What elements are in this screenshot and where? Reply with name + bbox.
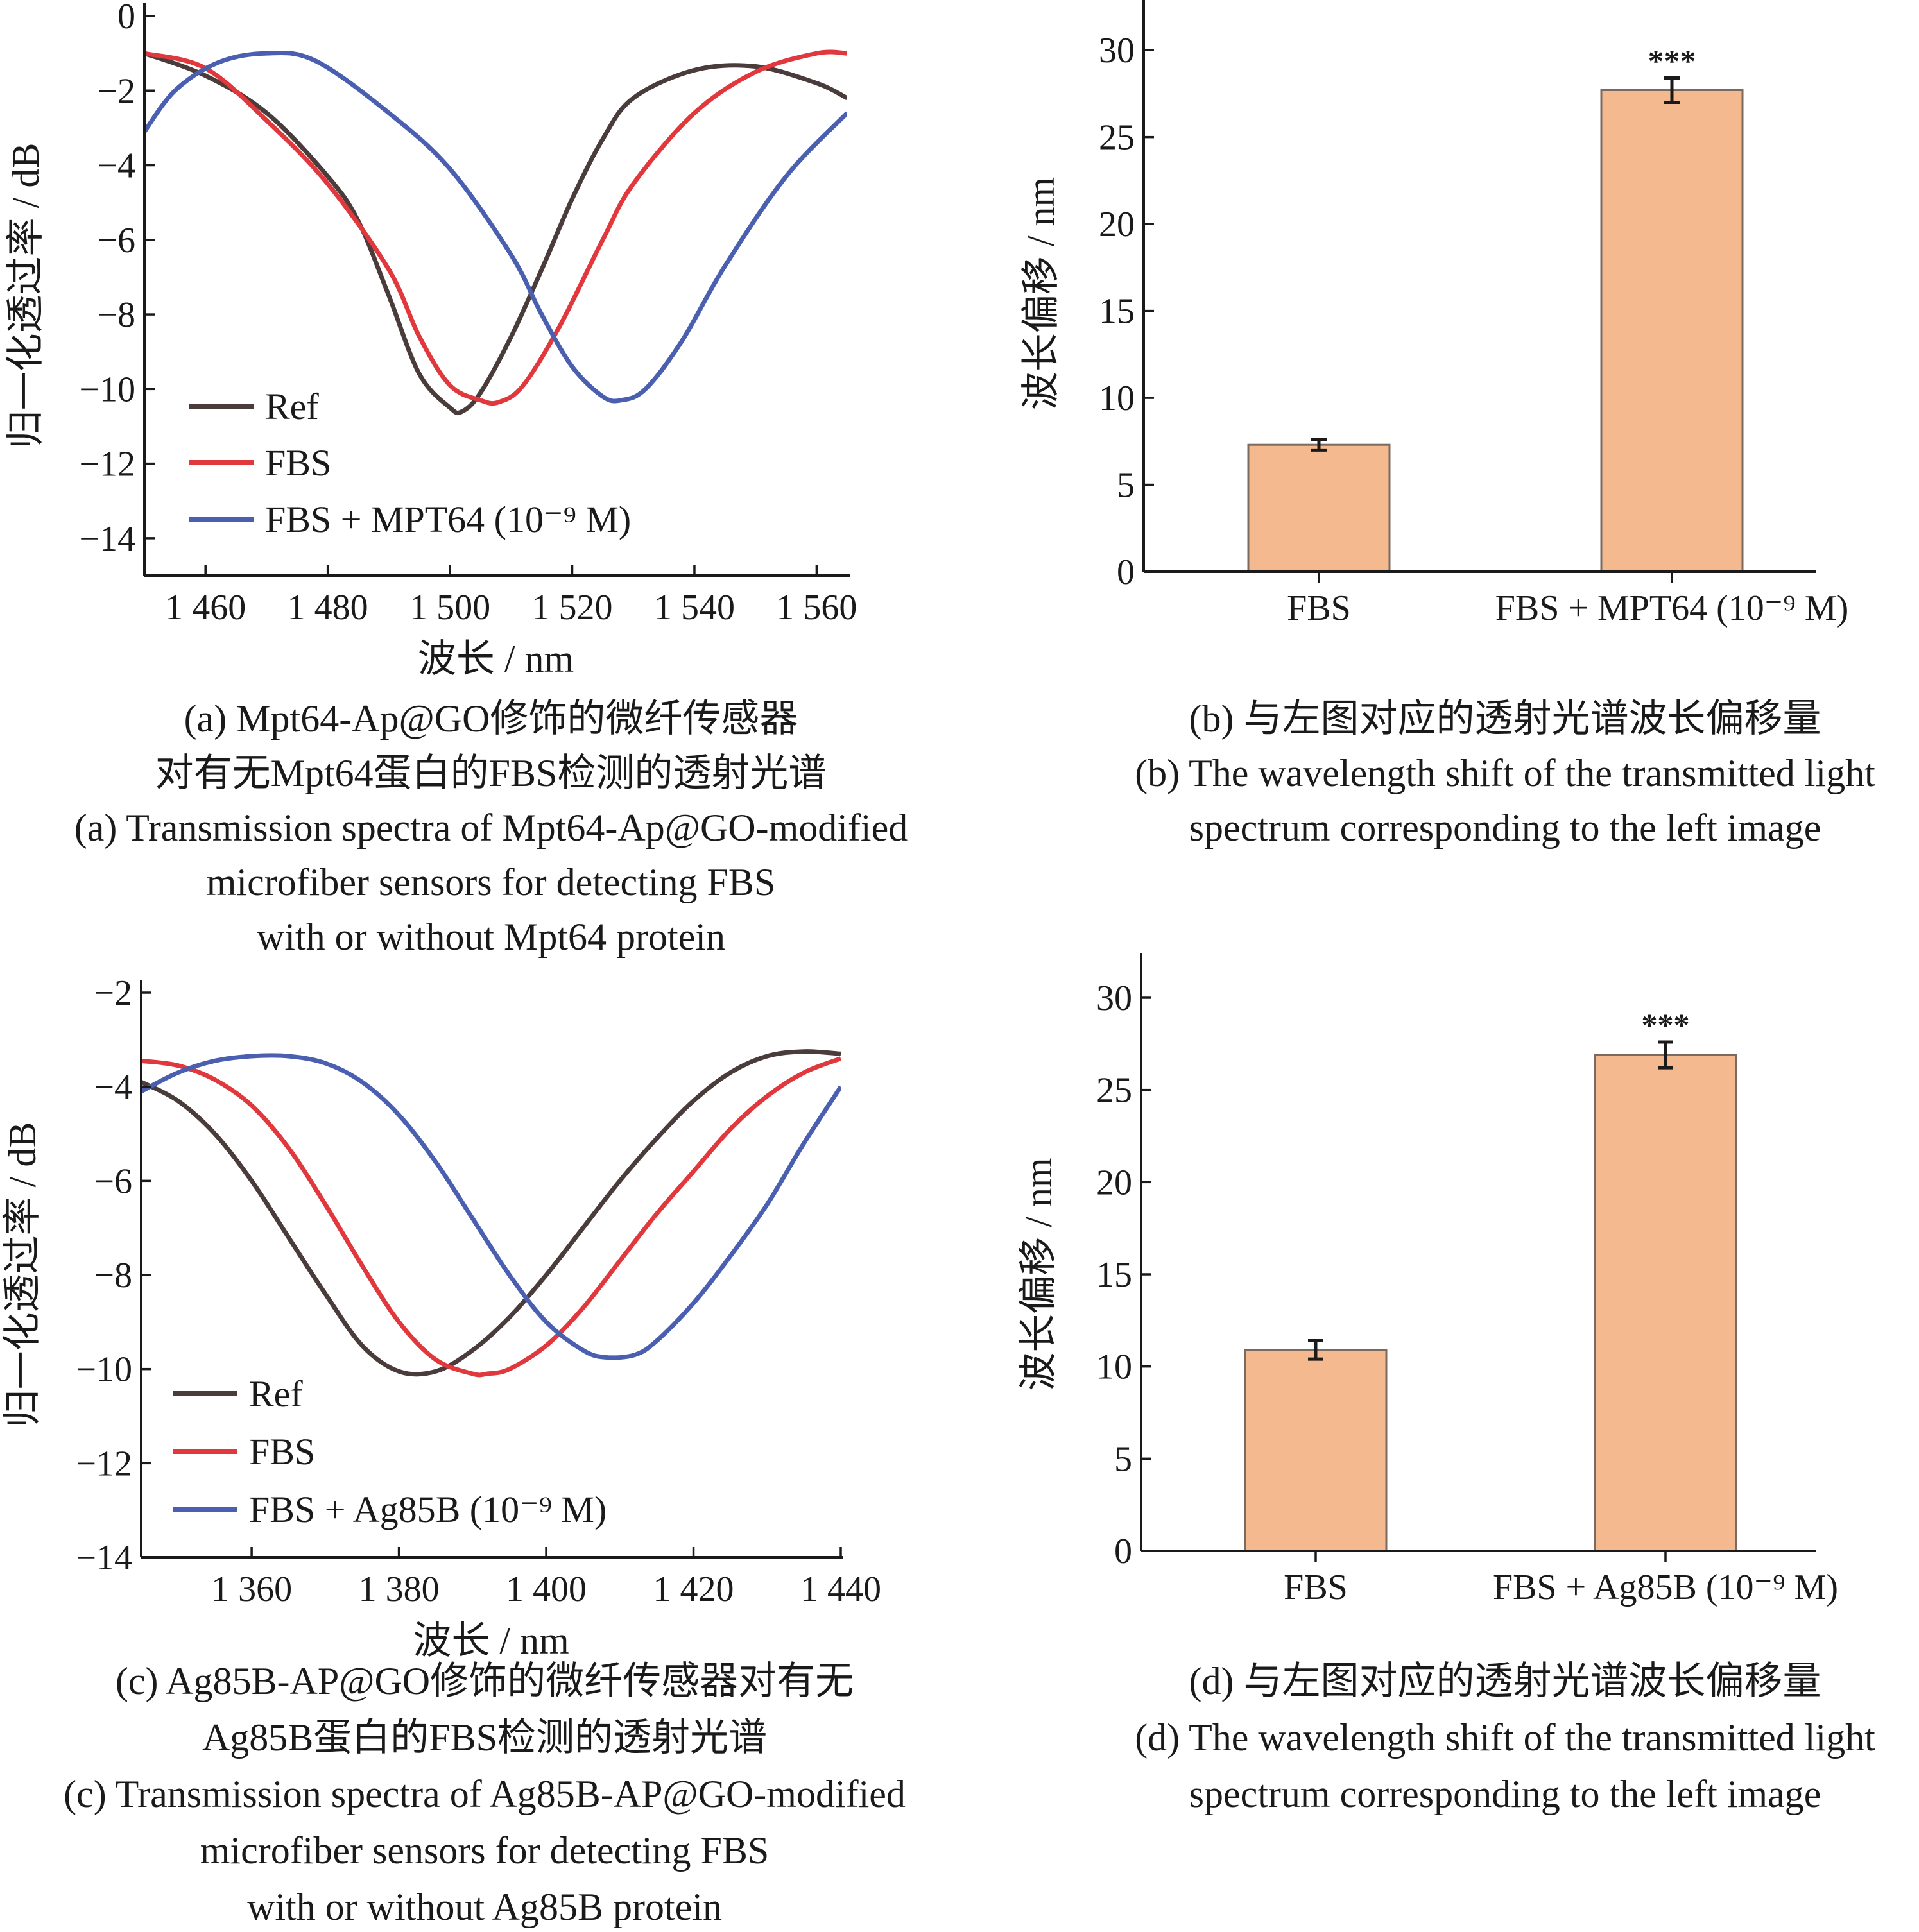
panel-d-y-tick-label-6: 30	[1096, 979, 1132, 1018]
panel-c-y-tick-label-6: −14	[76, 1538, 132, 1578]
panel-a-line-chart: 0 −2 −4 −6 −8 −10 −12 −14 1 460 1 480 1 500 1 520 1 …	[4, 0, 857, 680]
panel-b-y-axis-label: 波长偏移 / nm	[1020, 177, 1062, 410]
caption-c-line-2: Ag85B蛋白的FBS检测的透射光谱	[202, 1716, 767, 1759]
panel-c-series-0-line	[141, 1049, 841, 1377]
panel-b-category-label-1: FBS + MPT64 (10⁻⁹ M)	[1495, 588, 1849, 628]
panel-d-category-label-0: FBS	[1284, 1568, 1348, 1607]
panel-b-y-tick-label-3: 15	[1099, 292, 1135, 332]
panel-b-y-tick-label-5: 25	[1099, 118, 1135, 158]
panel-c-x-tick-label-2: 1 400	[506, 1569, 587, 1609]
panel-c-x-tick-label-1: 1 380	[359, 1569, 440, 1609]
panel-a-legend-label-1: FBS	[265, 442, 331, 484]
panel-a-y-tick-label-7: −14	[79, 519, 135, 559]
panel-b-bar-1	[1600, 89, 1744, 573]
panel-d-bar-chart: *** 0 5 10 15 20 25 30 FBS FBS + Ag85B (10⁻⁹ M) 波长…	[1017, 953, 1838, 1607]
panel-a-y-tick-label-0: 0	[117, 0, 135, 37]
panel-b-y-tick-label-6: 30	[1099, 31, 1135, 71]
panel-d-significance-1: ***	[1642, 1007, 1690, 1043]
panel-a-y-tick-label-2: −4	[97, 146, 135, 186]
caption-b-line-2: (b) The wavelength shift of the transmit…	[1135, 752, 1875, 794]
panel-c-series-2-line	[141, 1053, 841, 1360]
panel-b-y-tick-label-2: 10	[1099, 379, 1135, 418]
panel-c-legend-label-1: FBS	[249, 1431, 315, 1473]
panel-a-y-tick-label-3: −6	[97, 221, 135, 261]
panel-a-y-tick-label-1: −2	[97, 71, 135, 111]
panel-d-y-tick-label-2: 10	[1096, 1347, 1132, 1387]
panel-a-y-axis-label: 归一化透过率 / dB	[4, 143, 47, 449]
caption-b-line-3: spectrum corresponding to the left image	[1189, 807, 1821, 849]
panel-b-significance-1: ***	[1648, 43, 1696, 79]
caption-a-line-2: 对有无Mpt64蛋白的FBS检测的透射光谱	[155, 752, 827, 794]
caption-a-line-3: (a) Transmission spectra of Mpt64-Ap@GO-…	[74, 807, 908, 849]
panel-a-x-tick-label-5: 1 560	[776, 588, 857, 628]
panel-a-x-tick-label-2: 1 500	[409, 588, 490, 628]
panel-c-x-tick-label-3: 1 420	[653, 1569, 734, 1609]
panel-a-y-tick-label-4: −8	[97, 295, 135, 335]
panel-c-y-tick-label-4: −10	[76, 1350, 132, 1390]
caption-c-line-3: (c) Transmission spectra of Ag85B-AP@GO-…	[64, 1773, 906, 1815]
caption-b-line-1: (b) 与左图对应的透射光谱波长偏移量	[1189, 697, 1821, 740]
panel-a-y-tick-label-5: −10	[79, 370, 135, 409]
panel-a-x-tick-label-0: 1 460	[165, 588, 246, 628]
panel-b-bar-chart: *** 0 5 10 15 20 25 30 FBS FBS + MPT64 (10⁻⁹ M) 波长…	[1020, 0, 1848, 628]
panel-c-x-tick-label-0: 1 360	[211, 1569, 292, 1609]
panel-a-x-tick-label-1: 1 480	[288, 588, 368, 628]
panel-c-series-1-line	[141, 1056, 841, 1378]
caption-d-line-2: (d) The wavelength shift of the transmit…	[1135, 1716, 1875, 1759]
caption-d-line-1: (d) 与左图对应的透射光谱波长偏移量	[1189, 1660, 1821, 1702]
panel-b-y-tick-label-1: 5	[1117, 466, 1135, 506]
panel-a-legend-label-2: FBS + MPT64 (10⁻⁹ M)	[265, 499, 631, 540]
panel-a-series-group	[144, 49, 847, 416]
caption-a-line-1: (a) Mpt64-Ap@GO修饰的微纤传感器	[184, 697, 798, 740]
caption-c-line-5: with or without Ag85B protein	[247, 1886, 722, 1928]
panel-d-y-tick-label-3: 15	[1096, 1255, 1132, 1295]
panel-c-legend-label-2: FBS + Ag85B (10⁻⁹ M)	[249, 1489, 607, 1530]
panel-a-series-2-line	[144, 50, 847, 404]
panel-a-legend-label-0: Ref	[265, 386, 319, 427]
panel-d-y-tick-label-5: 25	[1096, 1071, 1132, 1111]
caption-a-line-5: with or without Mpt64 protein	[257, 916, 725, 958]
panel-c-y-tick-label-2: −6	[94, 1161, 132, 1201]
panel-c-legend-label-0: Ref	[249, 1373, 303, 1415]
panel-a-y-tick-label-6: −12	[79, 445, 135, 484]
panel-d-category-label-1: FBS + Ag85B (10⁻⁹ M)	[1493, 1568, 1838, 1607]
caption-c-line-1: (c) Ag85B-AP@GO修饰的微纤传感器对有无	[116, 1660, 854, 1702]
panel-d-y-tick-label-1: 5	[1114, 1439, 1132, 1479]
panel-d-y-tick-label-0: 0	[1114, 1532, 1132, 1571]
panel-a-x-tick-label-4: 1 540	[654, 588, 735, 628]
panel-c-x-tick-label-4: 1 440	[800, 1569, 881, 1609]
panel-d-y-axis-label: 波长偏移 / nm	[1017, 1158, 1060, 1390]
panel-c-series-group	[141, 1049, 841, 1378]
caption-a-line-4: microfiber sensors for detecting FBS	[207, 861, 776, 903]
panel-b-y-tick-label-0: 0	[1117, 552, 1135, 592]
panel-c-y-axis-label: 归一化透过率 / dB	[1, 1122, 44, 1428]
panel-d-bar-1	[1594, 1054, 1737, 1552]
panel-c-x-axis-label: 波长 / nm	[413, 1620, 569, 1662]
panel-b-y-tick-label-4: 20	[1099, 205, 1135, 244]
panel-c-y-tick-label-0: −2	[94, 973, 132, 1013]
panel-c-y-tick-label-3: −8	[94, 1256, 132, 1295]
panel-c-y-tick-label-5: −12	[76, 1444, 132, 1483]
panel-d-bar-0	[1244, 1349, 1388, 1552]
panel-c-y-tick-label-1: −4	[94, 1068, 132, 1107]
caption-d-line-3: spectrum corresponding to the left image	[1189, 1773, 1821, 1815]
panel-a-series-1-line	[144, 49, 847, 406]
panel-c-line-chart: −2 −4 −6 −8 −10 −12 −14 1 360 1 380 1 400 1 420 1 4…	[1, 973, 881, 1662]
panel-b-bar-0	[1247, 443, 1391, 573]
panel-a-series-0-line	[144, 51, 847, 416]
panel-a-x-tick-label-3: 1 520	[532, 588, 613, 628]
panel-a-x-axis-label: 波长 / nm	[418, 638, 574, 680]
caption-c-line-4: microfiber sensors for detecting FBS	[200, 1829, 770, 1872]
panel-b-category-label-0: FBS	[1287, 588, 1351, 628]
panel-d-y-tick-label-4: 20	[1096, 1163, 1132, 1202]
captions: (a) Mpt64-Ap@GO修饰的微纤传感器 对有无Mpt64蛋白的FBS检测…	[64, 697, 1875, 1928]
